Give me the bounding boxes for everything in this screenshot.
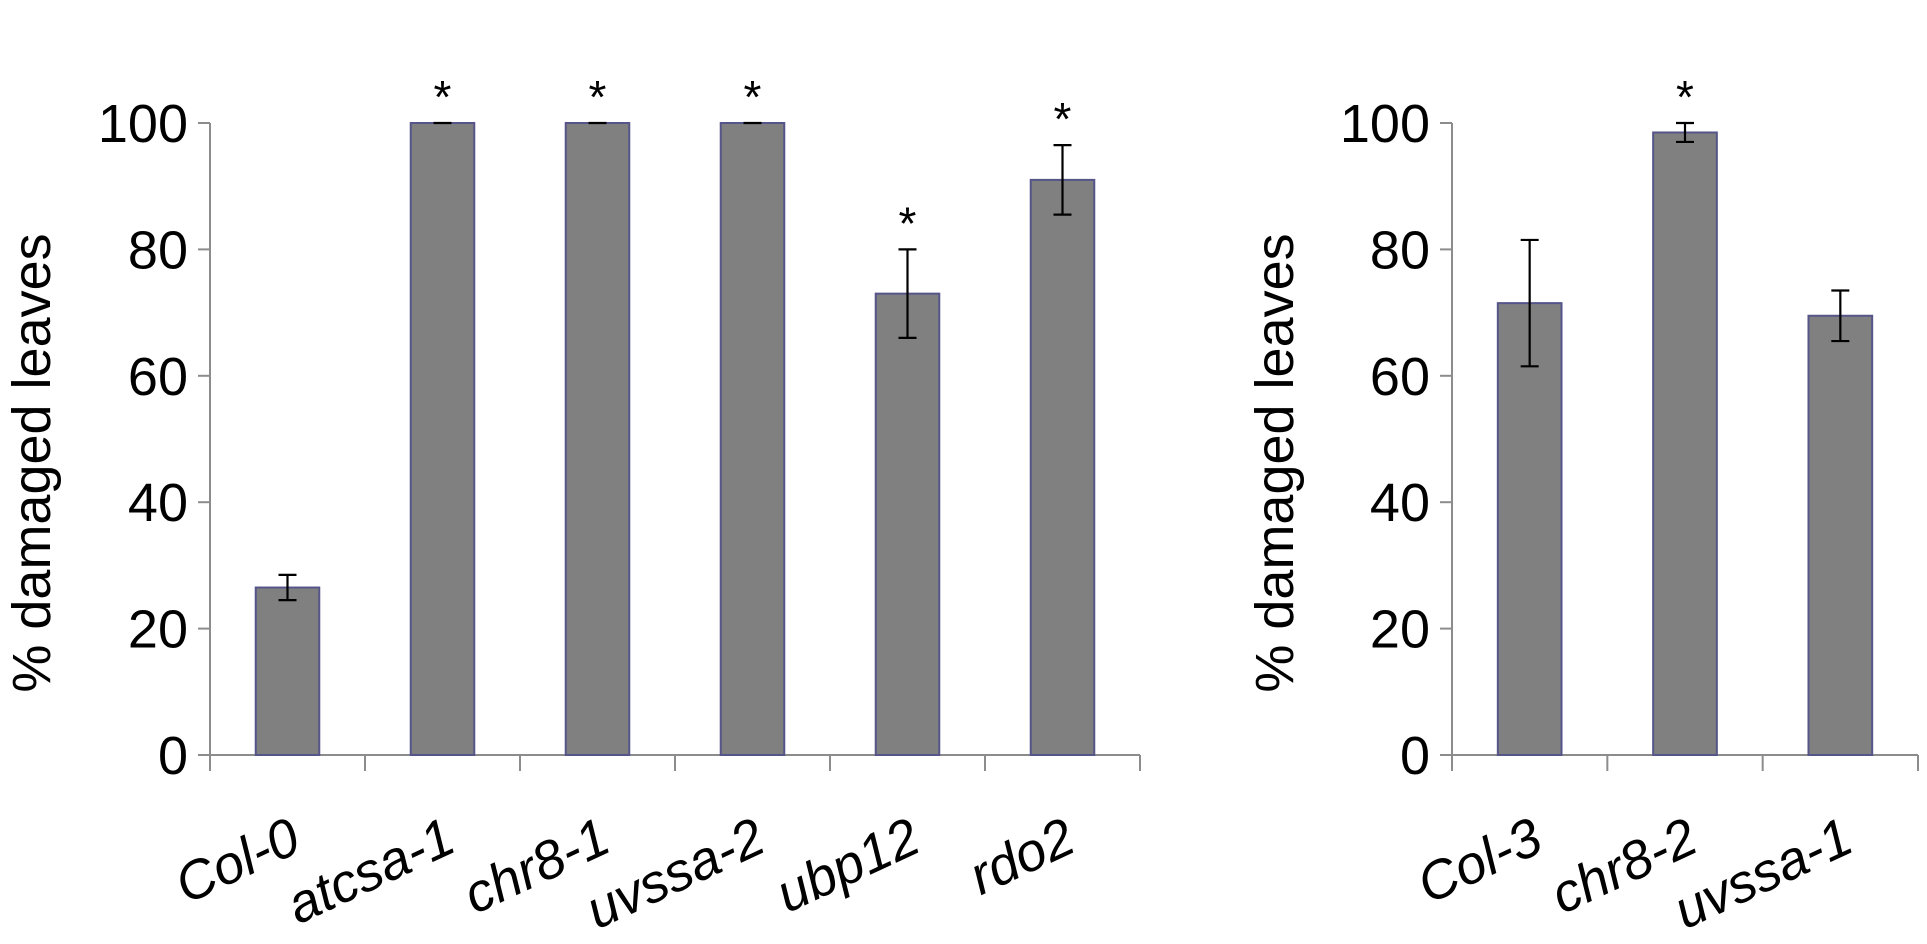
error-bar-Col-0	[278, 573, 297, 602]
y-tick-label: 100	[98, 94, 188, 154]
y-tick-label: 0	[158, 726, 188, 786]
error-bar-ubp12	[898, 248, 917, 339]
y-tick-label: 80	[128, 220, 188, 280]
significance-star: *	[434, 71, 452, 123]
error-bar-rdo2	[1053, 144, 1072, 216]
bar-uvssa-1	[1807, 314, 1874, 756]
x-category-label: ubp12	[767, 806, 928, 924]
bar-rdo2	[1029, 178, 1096, 756]
y-axis-title: % damaged leaves	[2, 233, 62, 692]
y-axis-title: % damaged leaves	[1245, 233, 1305, 692]
bar-uvssa-2	[719, 122, 786, 756]
x-category-label: atcsa-1	[278, 806, 464, 935]
bar-chr8-2	[1652, 131, 1718, 757]
y-tick-label: 80	[1370, 220, 1430, 280]
significance-star: *	[589, 71, 607, 123]
x-category-label: rdo2	[960, 806, 1083, 906]
y-tick-label: 20	[128, 600, 188, 660]
x-category-label: uvssa-1	[1665, 806, 1862, 940]
bar-ubp12	[874, 292, 941, 756]
y-tick-label: 60	[128, 347, 188, 407]
y-tick-label: 60	[1370, 347, 1430, 407]
significance-star: *	[899, 197, 917, 249]
y-tick-label: 40	[128, 473, 188, 533]
error-bar-chr8-2	[1676, 121, 1694, 144]
y-tick-label: 100	[1340, 94, 1430, 154]
y-tick-label: 0	[1400, 726, 1430, 786]
error-bar-Col-3	[1520, 238, 1539, 368]
error-bar-uvssa-1	[1831, 289, 1850, 343]
significance-star: *	[1054, 93, 1072, 145]
bar-Col-3	[1496, 302, 1563, 756]
y-tick-label: 20	[1370, 600, 1430, 660]
bar-atcsa-1	[409, 122, 476, 756]
significance-star: *	[744, 71, 762, 123]
y-tick-label: 40	[1370, 473, 1430, 533]
x-category-label: Col-3	[1408, 806, 1550, 915]
x-category-label: uvssa-2	[577, 806, 774, 940]
bar-Col-0	[254, 586, 321, 757]
significance-star: *	[1676, 71, 1694, 123]
bar-chr8-1	[564, 122, 631, 756]
